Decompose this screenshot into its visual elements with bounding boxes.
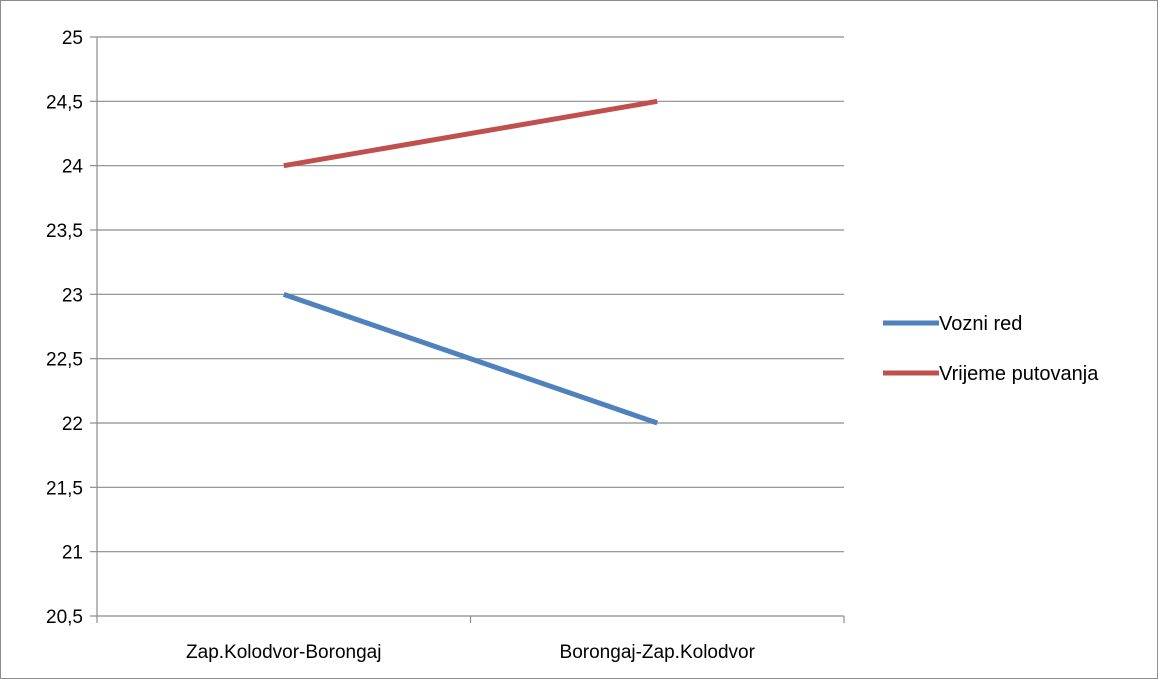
y-tick-label: 25: [62, 28, 83, 49]
series-line-1: [283, 98, 658, 169]
y-tick-label: 20,5: [46, 607, 83, 628]
y-tick-label: 21,5: [46, 478, 83, 499]
axes: [90, 36, 845, 623]
y-tick-label: 23,5: [46, 221, 83, 242]
series-line-0: [282, 291, 659, 426]
legend-label: Vrijeme putovanja: [939, 363, 1099, 385]
x-tick-label: Borongaj-Zap.Kolodvor: [560, 642, 756, 663]
legend: Vozni red Vrijeme putovanja: [883, 313, 1099, 385]
y-axis-tick-labels: 20,5 21 21,5 22 22,5 23 23,5 24 24,5 25: [46, 28, 83, 628]
series-lines: [282, 98, 659, 426]
y-tick-label: 22: [62, 414, 83, 435]
y-tick-label: 24: [62, 157, 84, 178]
y-tick-label: 22,5: [46, 350, 83, 371]
y-tick-label: 24,5: [46, 92, 83, 113]
y-tick-label: 23: [62, 285, 83, 306]
gridlines: [97, 36, 844, 553]
x-axis-tick-labels: Zap.Kolodvor-Borongaj Borongaj-Zap.Kolodv…: [186, 642, 756, 663]
legend-label: Vozni red: [939, 313, 1022, 335]
y-tick-label: 21: [62, 543, 83, 564]
x-tick-label: Zap.Kolodvor-Borongaj: [186, 642, 381, 663]
